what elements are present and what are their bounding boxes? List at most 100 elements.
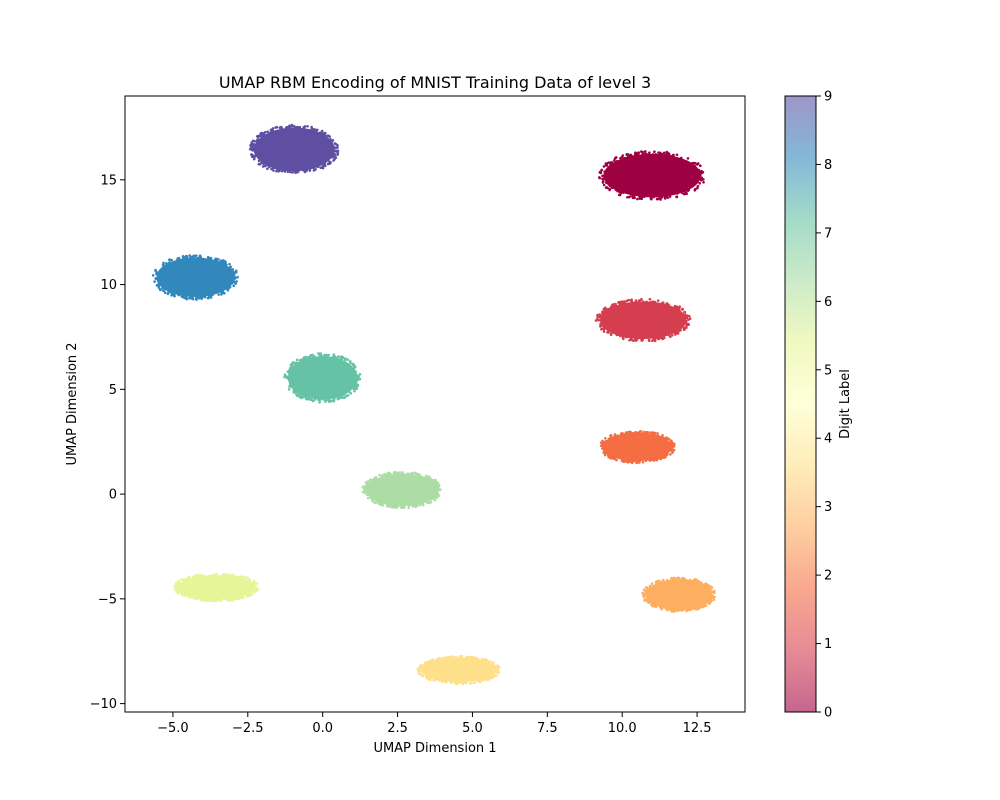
scatter-point <box>153 280 156 283</box>
cluster-core <box>599 301 687 340</box>
scatter-point <box>266 167 269 171</box>
scatter-point <box>352 388 356 391</box>
scatter-point <box>243 579 247 583</box>
scatter-point <box>286 375 290 379</box>
scatter-point <box>658 195 662 199</box>
scatter-point <box>630 154 634 158</box>
scatter-point <box>598 171 602 174</box>
scatter-point <box>191 294 194 298</box>
scatter-point <box>276 129 280 133</box>
scatter-point <box>309 398 313 401</box>
scatter-point <box>183 257 187 261</box>
scatter-point <box>617 190 621 193</box>
scatter-point <box>308 169 312 172</box>
scatter-point <box>369 478 372 481</box>
scatter-point <box>215 572 218 575</box>
scatter-point <box>683 188 687 191</box>
scatter-point <box>707 602 711 605</box>
scatter-point <box>604 322 607 326</box>
scatter-point <box>603 448 607 451</box>
scatter-point <box>667 192 671 196</box>
scatter-point <box>656 434 659 437</box>
scatter-point <box>621 154 625 157</box>
scatter-point <box>194 297 198 301</box>
scatter-point <box>304 396 308 400</box>
scatter-point <box>393 474 396 477</box>
scatter-point <box>660 152 664 156</box>
scatter-point <box>232 273 236 276</box>
scatter-point <box>692 606 696 609</box>
scatter-point <box>223 265 227 269</box>
scatter-point <box>474 657 477 661</box>
scatter-point <box>319 166 323 170</box>
scatter-point <box>598 176 602 180</box>
scatter-point <box>186 594 190 598</box>
scatter-point <box>609 437 612 440</box>
scatter-point <box>244 592 248 595</box>
scatter-point <box>411 505 415 508</box>
scatter-point <box>297 128 301 132</box>
scatter-point <box>660 607 664 610</box>
plot-frame <box>124 95 746 713</box>
scatter-point <box>312 169 316 172</box>
scatter-point <box>644 194 647 197</box>
scatter-point <box>712 598 716 602</box>
scatter-point <box>330 396 334 399</box>
scatter-point <box>674 331 677 335</box>
scatter-point <box>292 391 296 394</box>
scatter-point <box>223 260 227 263</box>
scatter-point <box>654 581 658 584</box>
scatter-point <box>701 604 704 608</box>
scatter-point <box>598 315 601 319</box>
scatter-point <box>374 475 378 479</box>
scatter-point <box>596 317 599 321</box>
scatter-point <box>344 358 347 362</box>
scatter-point <box>649 599 653 603</box>
scatter-point <box>254 581 257 585</box>
scatter-point <box>628 338 631 342</box>
cluster-digit-3 <box>641 576 716 613</box>
cluster-digit-5 <box>173 572 260 603</box>
scatter-point <box>184 577 188 581</box>
scatter-point <box>664 436 668 439</box>
scatter-point <box>300 396 303 400</box>
x-tick-label: 0.0 <box>312 721 333 736</box>
scatter-point <box>283 373 287 377</box>
y-tick-label: 5 <box>109 383 117 398</box>
scatter-point <box>378 502 381 506</box>
scatter-point <box>682 320 686 323</box>
scatter-point <box>696 184 700 188</box>
cluster-core <box>177 575 256 600</box>
scatter-point <box>685 319 688 323</box>
scatter-point <box>318 131 322 134</box>
scatter-point <box>217 597 221 601</box>
scatter-point <box>661 434 664 437</box>
scatter-point <box>429 677 432 680</box>
scatter-point <box>656 455 660 459</box>
scatter-point <box>436 486 440 489</box>
scatter-point <box>662 151 666 155</box>
scatter-point <box>218 262 222 266</box>
scatter-point <box>169 290 172 294</box>
scatter-point <box>608 187 612 191</box>
scatter-point <box>447 655 450 659</box>
scatter-point <box>697 580 701 583</box>
scatter-point <box>467 656 471 660</box>
scatter-point <box>639 298 643 302</box>
scatter-point <box>600 168 604 172</box>
scatter-point <box>151 274 155 277</box>
cluster-digit-2 <box>599 429 676 465</box>
scatter-point <box>373 497 377 501</box>
scatter-point <box>430 478 434 482</box>
scatter-point <box>609 434 612 437</box>
scatter-point <box>421 503 425 507</box>
scatter-point <box>320 129 324 133</box>
scatter-point <box>615 162 619 166</box>
scatter-point <box>485 661 489 665</box>
scatter-point <box>204 597 208 601</box>
scatter-point <box>604 436 607 440</box>
scatter-point <box>704 583 707 586</box>
scatter-point <box>217 257 220 261</box>
cluster-core <box>365 473 439 506</box>
scatter-point <box>701 602 704 606</box>
